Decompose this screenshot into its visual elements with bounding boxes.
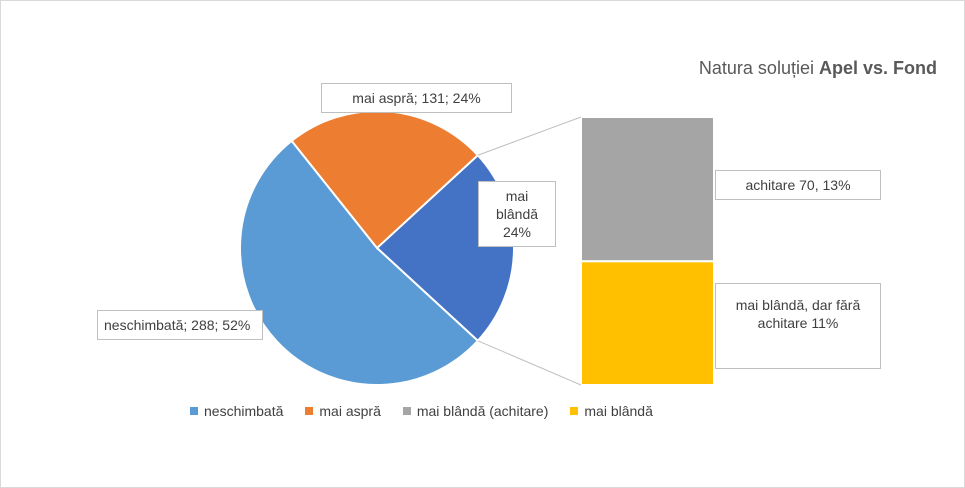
legend-item: mai blândă <box>570 403 653 419</box>
bar-segment <box>580 116 715 263</box>
legend-label: mai aspră <box>319 403 381 419</box>
legend-label: mai blândă (achitare) <box>416 403 549 419</box>
data-label: achitare 70, 13% <box>715 170 881 200</box>
data-label: mai blândă, dar fără achitare 11% <box>715 283 881 369</box>
legend-item: mai blândă (achitare) <box>402 403 549 419</box>
data-label: neschimbată; 288; 52% <box>97 310 263 340</box>
legend-swatch <box>402 407 411 415</box>
legend-swatch <box>305 407 314 415</box>
legend-item: neschimbată <box>190 403 283 419</box>
connector <box>477 340 582 386</box>
pie-slice <box>239 139 480 386</box>
legend: neschimbată mai aspră mai blândă (achitare… <box>190 403 653 419</box>
bar-segment <box>580 260 715 386</box>
legend-label: neschimbată <box>204 403 284 419</box>
chart-title: Natura soluției Apel vs. Fond <box>699 58 937 79</box>
connector <box>477 116 582 156</box>
data-label: mai blândă 24% <box>478 181 556 247</box>
title-part: Natura soluției <box>698 58 814 78</box>
legend-label: mai blândă <box>584 403 653 419</box>
legend-item: mai aspră <box>305 403 381 419</box>
legend-swatch <box>190 407 198 415</box>
legend-swatch <box>570 407 579 415</box>
data-label: mai aspră; 131; 24% <box>321 83 512 113</box>
title-part: Apel vs. Fond <box>818 58 937 78</box>
